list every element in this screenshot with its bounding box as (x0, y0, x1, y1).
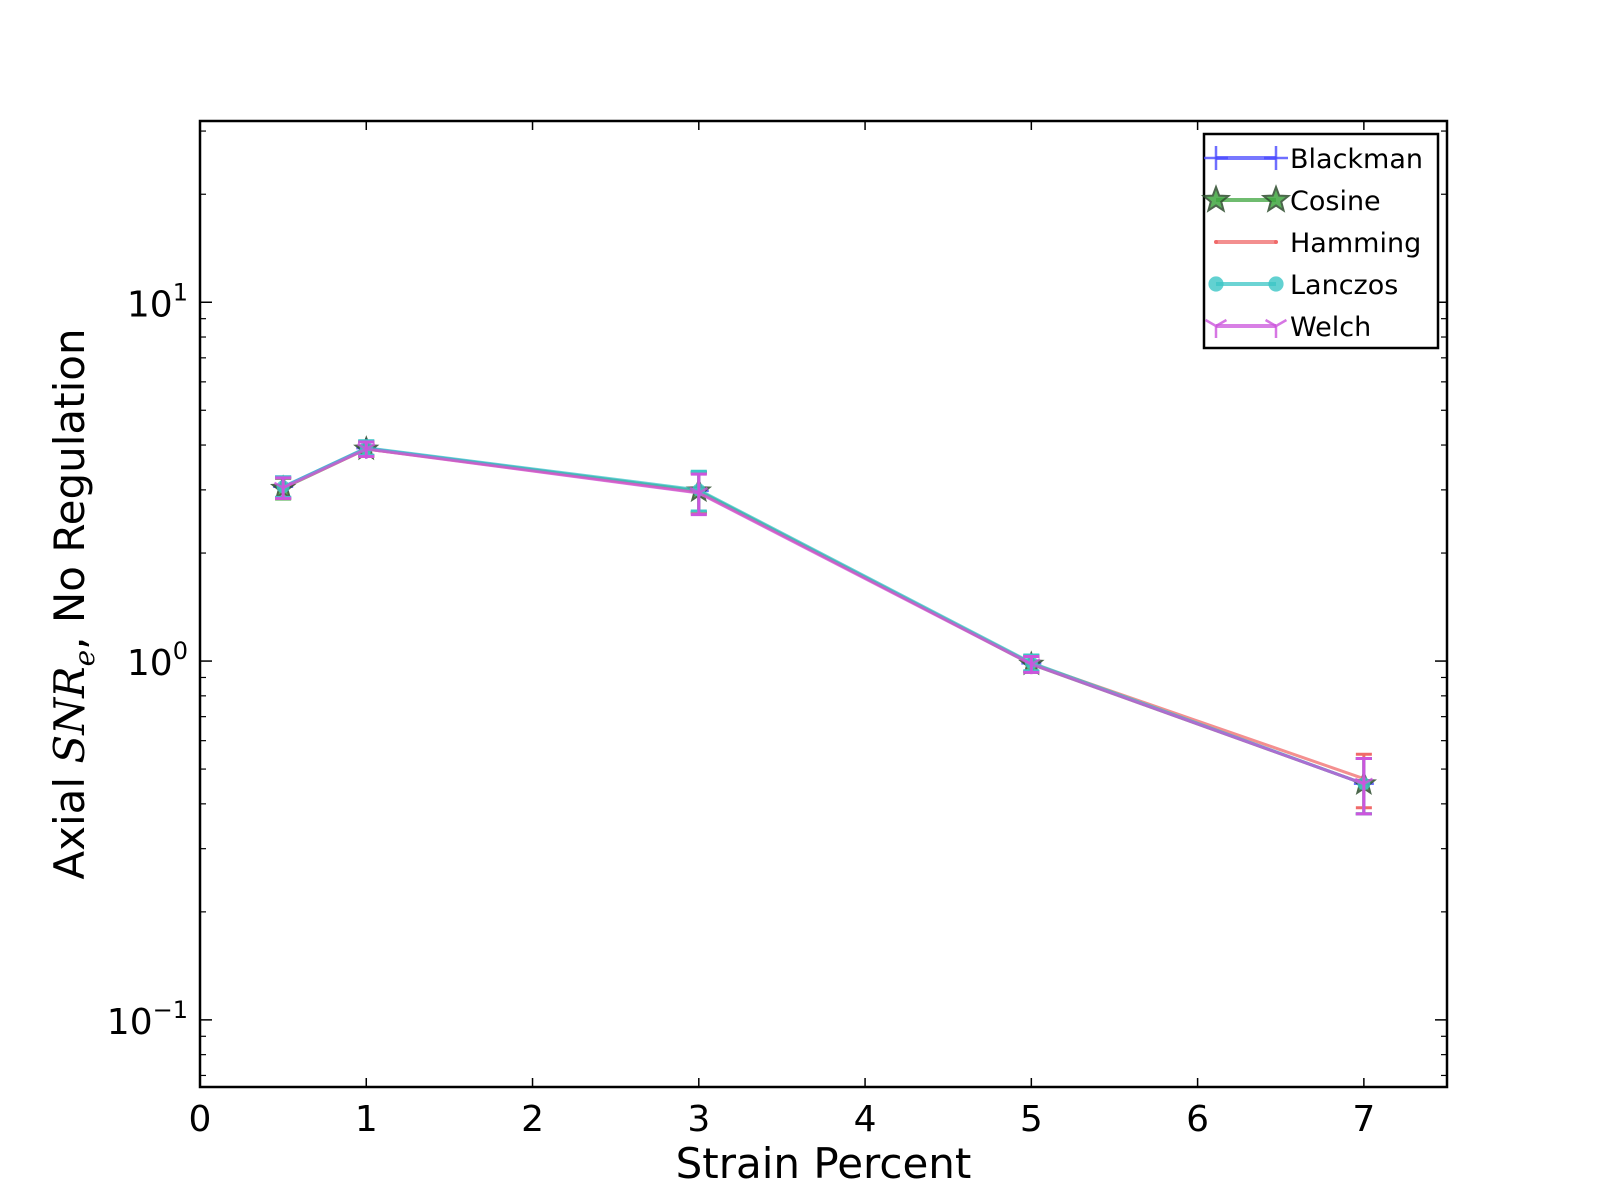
x-tick-label: 2 (521, 1099, 544, 1140)
series-line (282, 446, 1365, 786)
marker-circle (1268, 276, 1284, 292)
legend-label: Blackman (1290, 144, 1423, 175)
marker-plus (1264, 146, 1288, 170)
x-tick-label: 0 (189, 1099, 212, 1140)
series-line (282, 446, 1365, 786)
data-point (273, 481, 293, 498)
legend-item-cosine: Cosine (1200, 184, 1381, 217)
y-tick-label-base: 10 (127, 284, 173, 325)
marker-tri (1022, 658, 1041, 675)
x-tick-label: 7 (1352, 1099, 1375, 1140)
data-point (689, 486, 709, 504)
x-tick-label: 3 (687, 1099, 710, 1140)
legend: Blackman Cosine Hamming Lanczos Welch (1200, 132, 1440, 350)
y-tick-label-base: 10 (107, 1002, 153, 1043)
series-line (282, 447, 1365, 786)
series-lanczos (275, 439, 1372, 816)
ticks-layer (199, 121, 1447, 1087)
marker-tri (273, 481, 293, 498)
series-layer (269, 435, 1377, 816)
series-blackman (273, 438, 1374, 816)
marker-star (1200, 184, 1232, 213)
series-line (282, 447, 1365, 781)
data-point (356, 442, 376, 459)
marker-star (1260, 184, 1292, 213)
y-axis-label-prefix: Axial (45, 764, 94, 880)
marker-tri (1264, 318, 1288, 338)
legend-label: Hamming (1290, 228, 1421, 259)
marker-tri (356, 442, 376, 459)
y-axis-label-suffix: , No Regulation (45, 328, 94, 649)
x-tick-label: 6 (1186, 1099, 1209, 1140)
x-tick-label: 1 (355, 1099, 378, 1140)
legend-label: Welch (1290, 312, 1371, 343)
series-line (282, 447, 1365, 786)
y-tick-label-exponent: 1 (173, 278, 188, 306)
legend-item-hamming: Hamming (1214, 228, 1421, 259)
data-point (1022, 658, 1041, 675)
data-point (1354, 777, 1374, 794)
y-tick-label: 101 (127, 278, 188, 325)
marker-tri (1204, 318, 1228, 338)
y-tick-label-exponent: −1 (153, 996, 188, 1024)
x-tick-label: 4 (854, 1099, 877, 1140)
marker-tri (689, 486, 709, 504)
series-welch (273, 440, 1374, 816)
y-tick-label-exponent: 0 (173, 637, 188, 665)
y-axis-label-subscript: e (68, 650, 101, 667)
y-tick-label: 10−1 (107, 996, 188, 1043)
legend-label: Lanczos (1290, 270, 1398, 301)
marker-tri (1354, 777, 1374, 794)
legend-item-lanczos: Lanczos (1208, 270, 1398, 301)
legend-label: Cosine (1290, 186, 1381, 217)
y-tick-label-base: 10 (127, 643, 173, 684)
series-hamming (275, 440, 1372, 810)
y-tick-label: 100 (127, 637, 188, 684)
marker-plus (1204, 146, 1228, 170)
x-tick-label: 5 (1020, 1099, 1043, 1140)
plot-frame (198, 119, 1449, 1089)
y-axis-label: Axial SNRe, No Regulation (45, 328, 101, 879)
marker-circle (1208, 276, 1224, 292)
marker-point (1214, 240, 1218, 244)
series-cosine (269, 435, 1377, 816)
y-axis-label-math: SNR (45, 666, 94, 763)
x-axis-label: Strain Percent (676, 1139, 972, 1188)
legend-item-blackman: Blackman (1204, 144, 1423, 175)
marker-point (1274, 240, 1278, 244)
legend-item-welch: Welch (1204, 312, 1371, 343)
